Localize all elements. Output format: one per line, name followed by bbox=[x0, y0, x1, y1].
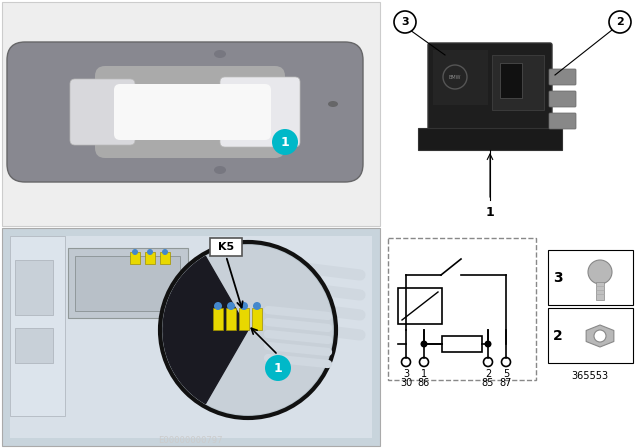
Text: 3: 3 bbox=[401, 17, 409, 27]
Bar bbox=[398, 288, 442, 324]
Text: 3: 3 bbox=[553, 271, 563, 285]
Text: 1: 1 bbox=[274, 362, 282, 375]
Text: 3: 3 bbox=[403, 369, 409, 379]
Ellipse shape bbox=[214, 50, 226, 58]
Bar bbox=[239, 308, 249, 330]
Text: 5: 5 bbox=[503, 369, 509, 379]
Circle shape bbox=[588, 260, 612, 284]
Circle shape bbox=[162, 249, 168, 255]
Bar bbox=[500, 63, 522, 98]
Circle shape bbox=[214, 302, 222, 310]
FancyBboxPatch shape bbox=[114, 84, 271, 140]
Bar bbox=[68, 248, 188, 318]
Polygon shape bbox=[163, 256, 248, 404]
Bar bbox=[130, 252, 140, 264]
Circle shape bbox=[240, 302, 248, 310]
Bar bbox=[433, 50, 488, 105]
Bar bbox=[418, 128, 562, 150]
Bar bbox=[442, 336, 482, 352]
FancyBboxPatch shape bbox=[95, 66, 285, 158]
Bar bbox=[15, 328, 53, 363]
Text: 365553: 365553 bbox=[572, 371, 609, 381]
Text: 1: 1 bbox=[421, 369, 427, 379]
Circle shape bbox=[160, 242, 336, 418]
Bar bbox=[596, 282, 604, 300]
Text: K5: K5 bbox=[218, 242, 234, 252]
Bar bbox=[2, 228, 380, 446]
Text: EO0000000797: EO0000000797 bbox=[157, 435, 222, 444]
Circle shape bbox=[394, 11, 416, 33]
Circle shape bbox=[253, 302, 261, 310]
Bar bbox=[252, 308, 262, 330]
Bar bbox=[10, 236, 372, 438]
Bar bbox=[213, 308, 223, 330]
Text: 1: 1 bbox=[486, 206, 494, 219]
Circle shape bbox=[147, 249, 153, 255]
Text: 86: 86 bbox=[418, 378, 430, 388]
Circle shape bbox=[132, 249, 138, 255]
Bar bbox=[382, 228, 638, 446]
FancyBboxPatch shape bbox=[549, 91, 576, 107]
Bar bbox=[2, 2, 380, 226]
FancyBboxPatch shape bbox=[220, 77, 300, 147]
Bar bbox=[210, 238, 242, 256]
Bar bbox=[75, 256, 180, 311]
Bar bbox=[548, 250, 633, 305]
Circle shape bbox=[227, 302, 235, 310]
FancyBboxPatch shape bbox=[549, 69, 576, 85]
Text: BMW: BMW bbox=[449, 74, 461, 79]
Circle shape bbox=[420, 340, 428, 348]
Bar bbox=[145, 252, 155, 264]
Bar bbox=[15, 260, 53, 315]
Bar bbox=[492, 55, 544, 110]
Text: 2: 2 bbox=[616, 17, 624, 27]
Text: 2: 2 bbox=[485, 369, 491, 379]
Text: 87: 87 bbox=[500, 378, 512, 388]
Text: 2: 2 bbox=[553, 329, 563, 343]
Circle shape bbox=[272, 129, 298, 155]
Polygon shape bbox=[586, 325, 614, 347]
Circle shape bbox=[163, 245, 333, 415]
Circle shape bbox=[265, 355, 291, 381]
Bar bbox=[160, 252, 170, 264]
Circle shape bbox=[609, 11, 631, 33]
Bar bbox=[382, 2, 638, 226]
Circle shape bbox=[484, 340, 492, 348]
Ellipse shape bbox=[328, 101, 338, 107]
Ellipse shape bbox=[214, 166, 226, 174]
Text: 30: 30 bbox=[400, 378, 412, 388]
Text: 85: 85 bbox=[482, 378, 494, 388]
FancyBboxPatch shape bbox=[70, 79, 135, 145]
Bar bbox=[226, 308, 236, 330]
Bar bbox=[548, 308, 633, 363]
Bar bbox=[388, 238, 536, 380]
Text: 1: 1 bbox=[280, 135, 289, 148]
FancyBboxPatch shape bbox=[428, 43, 552, 142]
Bar bbox=[10, 236, 65, 416]
Circle shape bbox=[594, 330, 606, 342]
FancyBboxPatch shape bbox=[549, 113, 576, 129]
FancyBboxPatch shape bbox=[7, 42, 363, 182]
